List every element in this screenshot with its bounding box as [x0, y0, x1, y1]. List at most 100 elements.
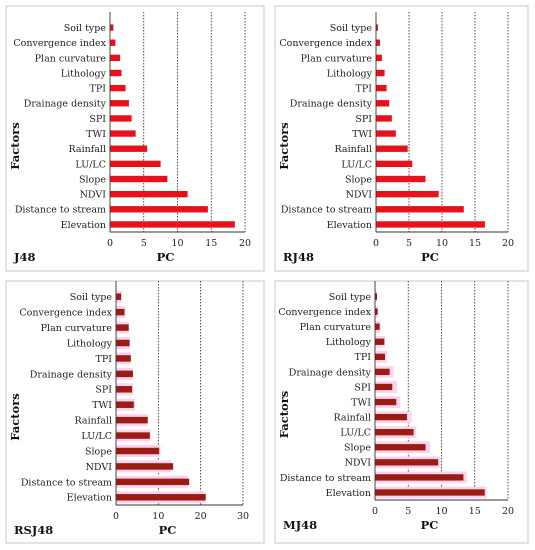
- bar-lithology: [376, 69, 385, 77]
- bar-elevation: [110, 221, 235, 228]
- model-label: MJ48: [283, 518, 317, 532]
- category-label: Slope: [345, 174, 372, 185]
- category-label: Distance to stream: [280, 473, 371, 484]
- bar-rainfall: [375, 413, 407, 421]
- category-label: Distance to stream: [15, 205, 106, 216]
- x-tick-label: 0: [372, 506, 378, 517]
- y-axis-title: Factors: [277, 122, 291, 170]
- category-label: LU/LC: [340, 428, 371, 439]
- x-tick-label: 5: [406, 238, 412, 249]
- bar-distance-to-stream: [376, 206, 464, 213]
- x-axis-title: PC: [157, 250, 175, 264]
- category-label: Slope: [85, 446, 112, 457]
- bar-rainfall: [376, 145, 408, 152]
- panel-frame: [5, 5, 265, 272]
- model-label: J48: [13, 250, 35, 264]
- bar-slope: [116, 447, 160, 455]
- category-label: Rainfall: [75, 416, 112, 427]
- x-tick-label: 0: [107, 238, 113, 249]
- bar-plan-curvature: [375, 323, 380, 330]
- x-tick-label: 5: [405, 506, 411, 517]
- bar-elevation: [116, 494, 206, 501]
- x-tick-label: 0: [373, 238, 379, 249]
- category-label: Soil type: [64, 23, 107, 34]
- bar-soil-type: [110, 24, 114, 31]
- category-label: Convergence index: [13, 38, 106, 49]
- bar-lithology: [375, 338, 385, 345]
- bar-convergence-index: [110, 39, 116, 46]
- bar-lithology: [110, 69, 122, 77]
- category-label: Elevation: [327, 220, 372, 231]
- category-label: SPI: [355, 114, 372, 125]
- category-label: LU/LC: [341, 159, 372, 170]
- y-axis-title: Factors: [8, 122, 22, 170]
- bar-twi: [375, 398, 397, 406]
- chart-panel-rj48: Soil type Convergence index Plan curvature…: [274, 5, 529, 272]
- category-label: Lithology: [61, 68, 107, 79]
- category-label: TPI: [96, 354, 113, 365]
- panel-frame: [274, 280, 529, 544]
- chart-panel-j48: Soil type Convergence index Plan curvature…: [5, 5, 265, 272]
- category-label: Rainfall: [335, 144, 372, 155]
- x-tick-label: 0: [113, 511, 119, 522]
- bar-ndvi: [376, 190, 439, 198]
- category-label: Rainfall: [69, 144, 106, 155]
- bar-drainage-density: [376, 100, 390, 107]
- x-tick-label: 20: [502, 506, 514, 517]
- bar-plan-curvature: [110, 54, 121, 62]
- bar-slope: [110, 175, 168, 183]
- model-label: RJ48: [283, 250, 314, 264]
- category-label: Plan curvature: [35, 53, 107, 64]
- category-label: Convergence index: [279, 38, 372, 49]
- y-axis-title: Factors: [8, 393, 22, 441]
- bar-lu-lc: [375, 429, 414, 436]
- bar-soil-type: [376, 24, 378, 31]
- x-tick-label: 20: [195, 511, 207, 522]
- panel-frame: [5, 280, 265, 544]
- category-label: Lithology: [327, 68, 373, 79]
- category-label: TWI: [92, 400, 112, 411]
- bar-spi: [376, 115, 392, 122]
- bar-ndvi: [110, 190, 188, 198]
- x-tick-label: 5: [141, 238, 147, 249]
- bar-distance-to-stream: [110, 206, 208, 213]
- bar-lu-lc: [110, 160, 161, 168]
- bar-spi: [110, 115, 132, 122]
- category-label: TPI: [356, 84, 373, 95]
- bar-rainfall: [110, 145, 148, 152]
- x-tick-label: 15: [205, 238, 217, 249]
- bar-tpi: [116, 355, 131, 362]
- bar-distance-to-stream: [116, 478, 190, 486]
- x-tick-label: 20: [239, 238, 251, 249]
- bar-plan-curvature: [116, 324, 129, 331]
- bar-convergence-index: [375, 308, 378, 315]
- category-label: LU/LC: [75, 159, 106, 170]
- category-label: Plan curvature: [301, 53, 373, 64]
- y-axis-title: Factors: [277, 391, 291, 439]
- category-label: Lithology: [67, 338, 113, 349]
- bar-elevation: [375, 489, 485, 496]
- category-label: Lithology: [326, 337, 372, 348]
- bar-plan-curvature: [376, 54, 382, 62]
- category-label: Slope: [79, 174, 106, 185]
- bar-elevation: [376, 221, 485, 228]
- bar-tpi: [376, 84, 387, 92]
- category-label: Drainage density: [24, 99, 107, 110]
- x-tick-label: 10: [436, 238, 448, 249]
- bar-rainfall: [116, 416, 148, 424]
- model-label: RSJ48: [14, 523, 53, 537]
- bar-tpi: [110, 84, 126, 92]
- category-label: LU/LC: [81, 431, 112, 442]
- category-label: TWI: [86, 129, 106, 140]
- bar-ndvi: [375, 459, 439, 466]
- category-label: TPI: [355, 352, 372, 363]
- category-label: Drainage density: [290, 99, 373, 110]
- category-label: Drainage density: [30, 369, 113, 380]
- x-axis-title: PC: [159, 523, 177, 537]
- category-label: Distance to stream: [281, 205, 372, 216]
- bar-tpi: [375, 353, 385, 360]
- bar-spi: [375, 383, 393, 391]
- panel-frame: [274, 5, 529, 272]
- category-label: SPI: [89, 114, 106, 125]
